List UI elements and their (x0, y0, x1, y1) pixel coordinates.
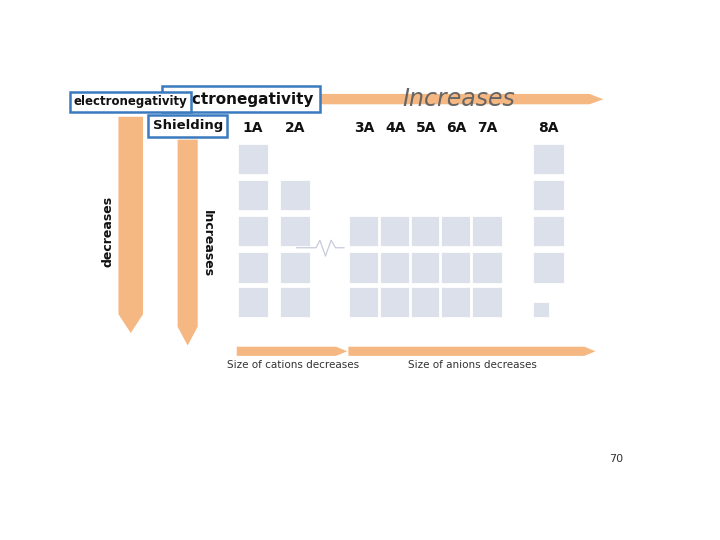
FancyBboxPatch shape (279, 286, 311, 319)
FancyBboxPatch shape (237, 215, 269, 247)
Text: 8A: 8A (539, 122, 559, 136)
Text: 3A: 3A (354, 122, 374, 136)
FancyBboxPatch shape (237, 251, 269, 284)
FancyBboxPatch shape (533, 215, 565, 247)
Text: Electronegativity: Electronegativity (167, 92, 315, 107)
Polygon shape (348, 347, 595, 356)
FancyBboxPatch shape (533, 179, 565, 211)
FancyBboxPatch shape (348, 215, 381, 247)
Text: 5A: 5A (415, 122, 436, 136)
Text: Size of anions decreases: Size of anions decreases (408, 360, 536, 370)
Text: Increases: Increases (402, 87, 515, 111)
FancyBboxPatch shape (410, 251, 442, 284)
FancyBboxPatch shape (533, 301, 550, 319)
Text: Increases: Increases (201, 210, 215, 277)
FancyBboxPatch shape (441, 215, 473, 247)
Text: 4A: 4A (385, 122, 405, 136)
FancyBboxPatch shape (379, 251, 411, 284)
FancyBboxPatch shape (441, 286, 473, 319)
FancyBboxPatch shape (533, 143, 565, 175)
FancyBboxPatch shape (533, 251, 565, 284)
Polygon shape (237, 347, 347, 356)
Text: decreases: decreases (102, 195, 115, 267)
FancyBboxPatch shape (237, 179, 269, 211)
Polygon shape (305, 94, 603, 104)
FancyBboxPatch shape (410, 215, 442, 247)
Text: 7A: 7A (477, 122, 498, 136)
FancyBboxPatch shape (379, 286, 411, 319)
Text: Shielding: Shielding (153, 119, 222, 132)
Text: 70: 70 (609, 454, 623, 464)
Text: 6A: 6A (446, 122, 467, 136)
FancyBboxPatch shape (471, 215, 503, 247)
Text: electronegativity: electronegativity (74, 96, 188, 109)
FancyBboxPatch shape (410, 286, 442, 319)
FancyBboxPatch shape (279, 215, 311, 247)
Text: 1A: 1A (243, 122, 264, 136)
Polygon shape (178, 140, 198, 346)
FancyBboxPatch shape (379, 215, 411, 247)
FancyBboxPatch shape (471, 286, 503, 319)
Polygon shape (119, 117, 143, 333)
Text: Size of cations decreases: Size of cations decreases (228, 360, 359, 370)
FancyBboxPatch shape (237, 143, 269, 175)
FancyBboxPatch shape (279, 251, 311, 284)
FancyBboxPatch shape (348, 251, 381, 284)
FancyBboxPatch shape (471, 251, 503, 284)
FancyBboxPatch shape (237, 286, 269, 319)
Text: 2A: 2A (284, 122, 305, 136)
FancyBboxPatch shape (348, 286, 381, 319)
FancyBboxPatch shape (441, 251, 473, 284)
FancyBboxPatch shape (279, 179, 311, 211)
